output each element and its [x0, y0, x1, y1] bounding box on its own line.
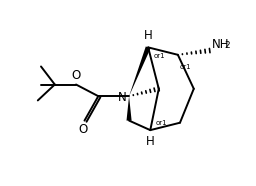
Text: O: O	[78, 123, 88, 136]
Text: 2: 2	[224, 41, 230, 50]
Text: NH: NH	[212, 38, 229, 51]
Polygon shape	[126, 96, 132, 121]
Text: N: N	[118, 91, 127, 104]
Text: H: H	[144, 29, 153, 42]
Text: or1: or1	[153, 53, 165, 59]
Text: or1: or1	[156, 120, 167, 126]
Polygon shape	[129, 46, 151, 96]
Text: or1: or1	[179, 64, 191, 70]
Text: H: H	[146, 135, 155, 148]
Text: O: O	[71, 69, 81, 82]
